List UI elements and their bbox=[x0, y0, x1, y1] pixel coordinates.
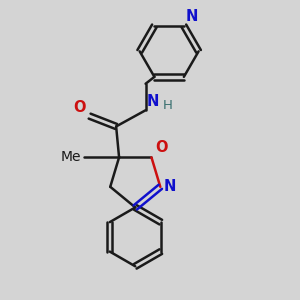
Text: N: N bbox=[147, 94, 159, 109]
Text: N: N bbox=[185, 9, 198, 24]
Text: H: H bbox=[163, 99, 172, 112]
Text: O: O bbox=[155, 140, 167, 155]
Text: Me: Me bbox=[61, 150, 81, 164]
Text: O: O bbox=[74, 100, 86, 115]
Text: N: N bbox=[164, 179, 176, 194]
